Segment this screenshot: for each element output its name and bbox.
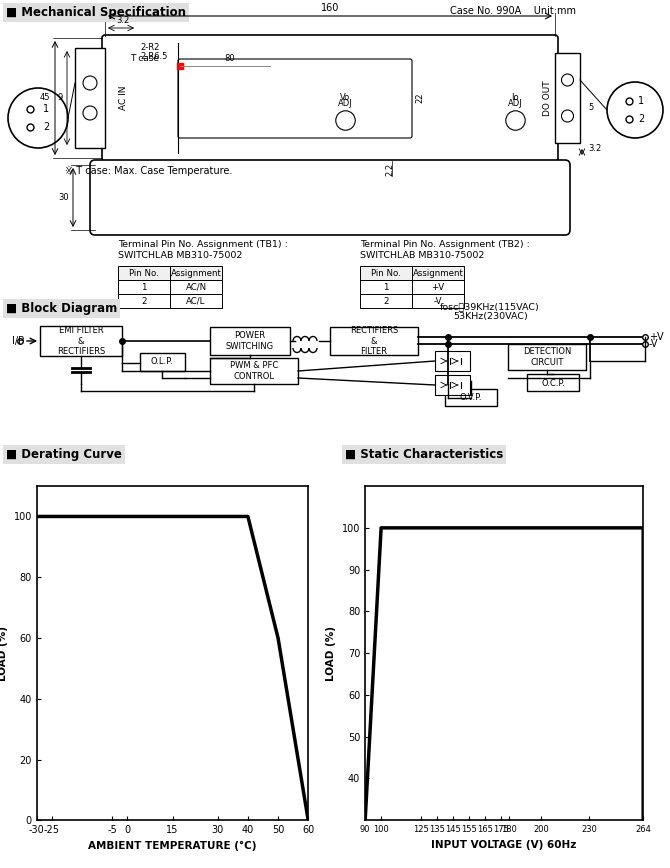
Text: SWITCHLAB MB310-75002: SWITCHLAB MB310-75002	[360, 251, 484, 260]
Bar	[360, 280, 412, 294]
Text: POWER
SWITCHING: POWER SWITCHING	[226, 332, 274, 351]
Text: SWITCHLAB MB310-75002: SWITCHLAB MB310-75002	[118, 251, 243, 260]
Text: 3.2: 3.2	[117, 16, 129, 25]
Text: 3.2: 3.2	[588, 144, 601, 153]
Text: Assignment: Assignment	[171, 268, 222, 278]
X-axis label: INPUT VOLTAGE (V) 60Hz: INPUT VOLTAGE (V) 60Hz	[431, 839, 577, 850]
Circle shape	[8, 88, 68, 148]
Bar	[170, 266, 222, 280]
Text: EMI FILTER
&
RECTIFIERS: EMI FILTER & RECTIFIERS	[57, 326, 105, 356]
Text: ■ Static Characteristics: ■ Static Characteristics	[345, 448, 503, 461]
Circle shape	[561, 110, 574, 122]
Bar	[140, 353, 185, 371]
Text: ■ Mechanical Specification: ■ Mechanical Specification	[6, 6, 186, 19]
Text: RECTIFIERS
&
FILTER: RECTIFIERS & FILTER	[350, 326, 398, 356]
Text: 2: 2	[638, 114, 645, 124]
Bar	[508, 344, 586, 370]
Text: -V: -V	[649, 339, 659, 349]
Bar	[435, 375, 470, 395]
Text: 1: 1	[638, 96, 644, 106]
Bar	[445, 389, 497, 406]
Text: T case: T case	[130, 54, 159, 63]
Text: O.V.P.: O.V.P.	[460, 393, 482, 403]
Text: PWM & PFC
CONTROL: PWM & PFC CONTROL	[230, 361, 278, 381]
Text: AC/N: AC/N	[186, 282, 206, 292]
Bar	[330, 327, 418, 355]
Circle shape	[83, 106, 97, 120]
Text: 80: 80	[224, 54, 235, 63]
Bar	[75, 48, 105, 148]
Bar	[435, 351, 470, 371]
Circle shape	[607, 82, 663, 138]
Text: -V: -V	[433, 297, 442, 306]
Bar	[555, 53, 580, 143]
Text: fosc：39KHz(115VAC): fosc：39KHz(115VAC)	[440, 302, 540, 311]
Text: ■ Block Diagram: ■ Block Diagram	[6, 302, 117, 315]
Text: 1: 1	[43, 104, 49, 114]
Bar	[527, 374, 579, 391]
Text: AC/L: AC/L	[186, 297, 206, 306]
Bar	[210, 327, 290, 355]
Text: 2-R2: 2-R2	[140, 43, 159, 52]
Bar	[412, 294, 464, 308]
Circle shape	[83, 76, 97, 90]
Text: 9: 9	[58, 94, 63, 102]
Text: 2: 2	[43, 122, 50, 132]
FancyBboxPatch shape	[102, 35, 558, 161]
Text: DO OUT: DO OUT	[543, 80, 551, 115]
Bar	[360, 294, 412, 308]
Text: 53KHz(230VAC): 53KHz(230VAC)	[453, 312, 528, 321]
Text: Case No. 990A    Unit:mm: Case No. 990A Unit:mm	[450, 6, 576, 16]
Text: Pin No.: Pin No.	[129, 268, 159, 278]
Text: 160: 160	[321, 3, 339, 13]
Bar	[170, 280, 222, 294]
Text: 2: 2	[141, 297, 147, 306]
Text: Terminal Pin No. Assignment (TB2) :: Terminal Pin No. Assignment (TB2) :	[360, 240, 530, 249]
Text: +V: +V	[431, 282, 445, 292]
Text: Vo: Vo	[340, 93, 350, 102]
FancyBboxPatch shape	[178, 59, 412, 138]
Text: AC IN: AC IN	[119, 86, 127, 110]
Text: ADJ: ADJ	[508, 99, 523, 108]
Text: 2-R6.5: 2-R6.5	[140, 52, 168, 61]
Text: 1: 1	[141, 282, 147, 292]
Y-axis label: LOAD (%): LOAD (%)	[0, 626, 8, 681]
Text: 45: 45	[40, 94, 50, 102]
Circle shape	[561, 74, 574, 86]
Text: ※ T case: Max. Case Temperature.: ※ T case: Max. Case Temperature.	[65, 166, 232, 176]
Text: I/P: I/P	[12, 336, 24, 346]
FancyBboxPatch shape	[90, 160, 570, 235]
Bar	[118, 294, 170, 308]
Text: 30: 30	[58, 194, 69, 202]
Text: O.L.P.: O.L.P.	[151, 358, 174, 366]
Text: Pin No.: Pin No.	[371, 268, 401, 278]
Bar	[360, 266, 412, 280]
Bar	[118, 280, 170, 294]
Text: ■ Derating Curve: ■ Derating Curve	[6, 448, 122, 461]
Y-axis label: LOAD (%): LOAD (%)	[326, 626, 336, 681]
Text: O.C.P.: O.C.P.	[541, 378, 565, 387]
Text: ADJ: ADJ	[338, 99, 352, 108]
Bar	[412, 280, 464, 294]
Text: +V: +V	[649, 332, 663, 342]
Text: 22: 22	[415, 93, 424, 103]
Text: Terminal Pin No. Assignment (TB1) :: Terminal Pin No. Assignment (TB1) :	[118, 240, 288, 249]
Bar	[210, 358, 298, 384]
Text: 5: 5	[588, 103, 593, 113]
Text: 2: 2	[383, 297, 389, 306]
Bar	[412, 266, 464, 280]
X-axis label: AMBIENT TEMPERATURE (°C): AMBIENT TEMPERATURE (°C)	[88, 841, 257, 851]
Text: Assignment: Assignment	[413, 268, 464, 278]
Text: Io: Io	[511, 93, 519, 102]
Text: 2.2: 2.2	[385, 163, 395, 176]
Text: DETECTION
CIRCUIT: DETECTION CIRCUIT	[523, 347, 572, 366]
Bar	[118, 266, 170, 280]
Bar	[40, 326, 122, 356]
Bar	[170, 294, 222, 308]
Text: 1: 1	[383, 282, 389, 292]
